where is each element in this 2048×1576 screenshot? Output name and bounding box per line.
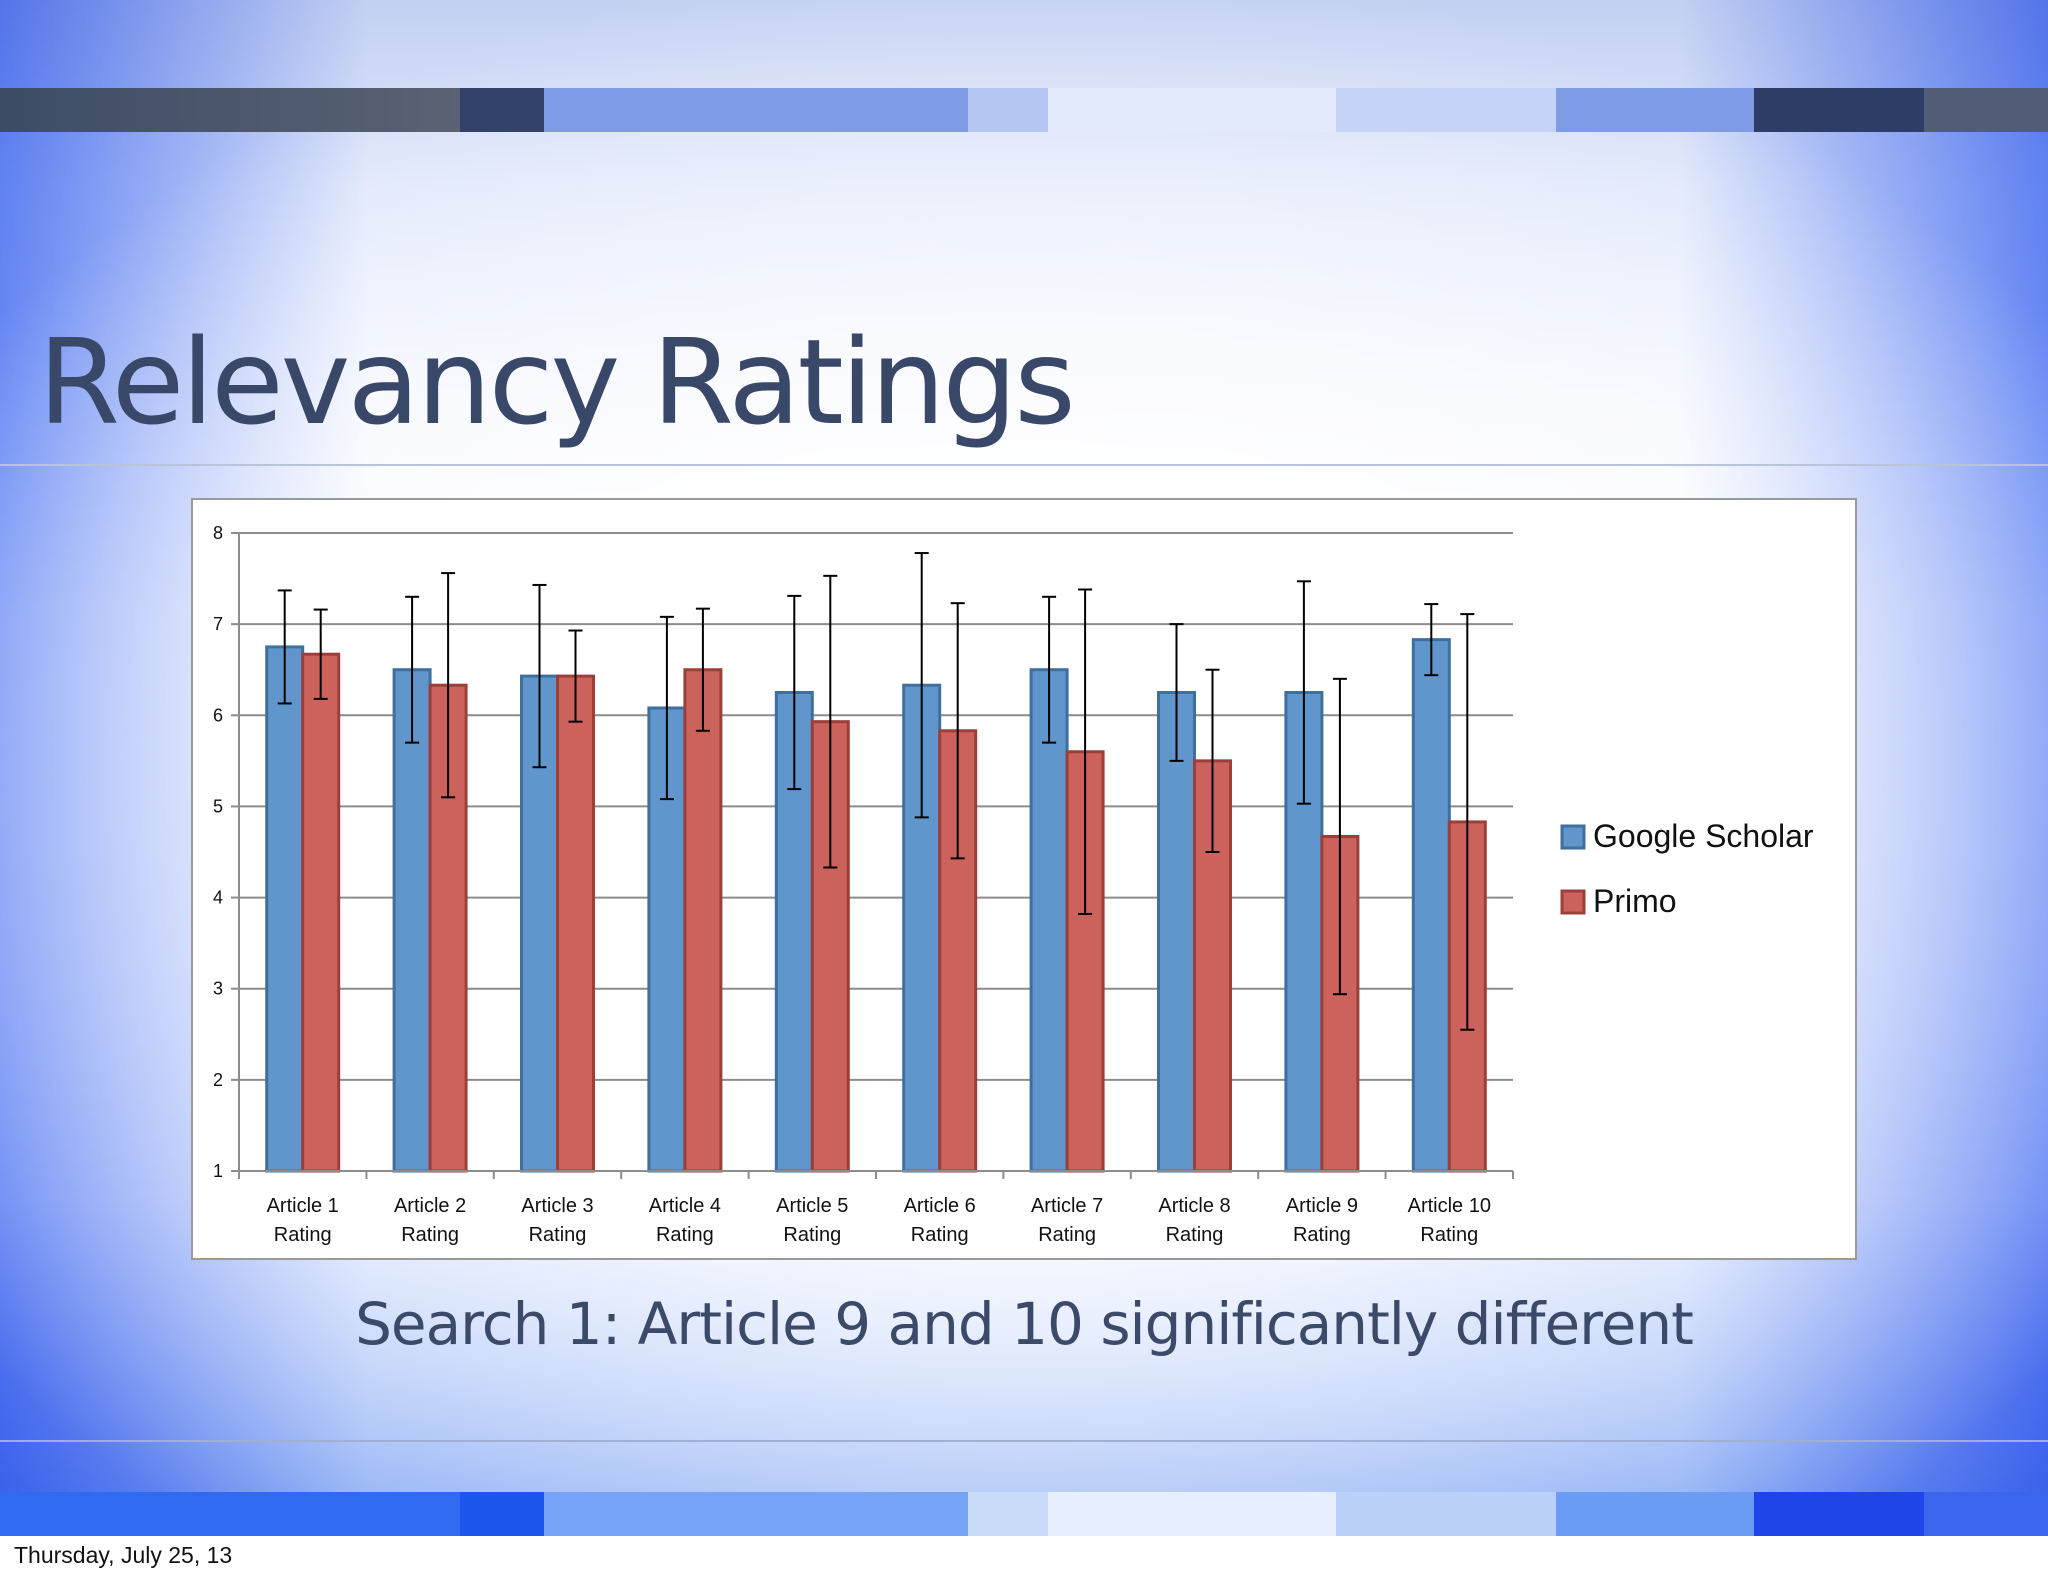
legend-label: Primo (1593, 883, 1677, 919)
y-tick-label: 3 (213, 979, 223, 999)
chart-canvas: 1 2 3 4 5 6 7 8 Article 1 Rating Article 2 Rating Ar… (213, 523, 1814, 1246)
x-tick-label: Article 1 (267, 1195, 339, 1217)
footer-date: Thursday, July 25, 13 (14, 1542, 233, 1568)
y-tick-label: 4 (213, 888, 223, 908)
bar-google-scholar (1029, 668, 1069, 1173)
x-tick-label: Rating (1293, 1224, 1351, 1246)
header-color-band (0, 88, 2048, 132)
bar-primo (301, 652, 341, 1173)
x-tick-label: Rating (529, 1224, 587, 1246)
x-tick-label: Rating (1166, 1224, 1224, 1246)
chart-legend: Google Scholar Primo (1560, 818, 1814, 919)
x-tick-label: Rating (783, 1224, 841, 1246)
bar-google-scholar (1411, 638, 1451, 1173)
chart-error-bars (277, 552, 1475, 1031)
x-tick-label: Article 8 (1158, 1195, 1230, 1217)
bar-google-scholar (392, 668, 432, 1173)
y-tick-label: 7 (213, 614, 223, 634)
bar-chart: 1 2 3 4 5 6 7 8 Article 1 Rating Article 2 Rating Ar… (191, 498, 1857, 1260)
x-tick-label: Rating (911, 1224, 969, 1246)
legend-label: Google Scholar (1593, 818, 1814, 854)
slide-subtitle: Search 1: Article 9 and 10 significantly… (355, 1290, 1694, 1358)
x-tick-label: Article 5 (776, 1195, 848, 1217)
x-tick-label: Article 10 (1408, 1195, 1491, 1217)
y-tick-label: 6 (213, 705, 223, 725)
footer-color-band (0, 1492, 2048, 1536)
y-tick-label: 2 (213, 1070, 223, 1090)
chart-axes: 1 2 3 4 5 6 7 8 Article 1 Rating Article 2 Rating Ar… (213, 523, 1514, 1246)
x-tick-label: Article 6 (904, 1195, 976, 1217)
x-tick-label: Article 7 (1031, 1195, 1103, 1217)
x-tick-label: Rating (401, 1224, 459, 1246)
x-tick-label: Rating (274, 1224, 332, 1246)
bar-primo (938, 729, 978, 1173)
x-tick-label: Rating (1420, 1224, 1478, 1246)
title-divider (0, 464, 2048, 466)
legend-swatch (1560, 889, 1586, 915)
chart-bars (265, 638, 1487, 1173)
y-tick-label: 1 (213, 1161, 223, 1181)
bar-google-scholar (1157, 691, 1196, 1173)
x-tick-label: Article 3 (521, 1195, 593, 1217)
bar-google-scholar (265, 645, 305, 1173)
x-tick-label: Rating (656, 1224, 714, 1246)
x-tick-label: Article 2 (394, 1195, 466, 1217)
y-tick-label: 5 (213, 796, 223, 816)
bar-primo (556, 674, 595, 1173)
bar-primo (683, 668, 723, 1173)
x-tick-label: Article 9 (1286, 1195, 1358, 1217)
footer-divider (0, 1440, 2048, 1442)
legend-swatch (1560, 824, 1586, 850)
slide: Relevancy Ratings 1 2 3 4 5 6 7 8 Article 1 Ratin… (0, 0, 2048, 1536)
slide-title: Relevancy Ratings (38, 313, 1076, 451)
x-tick-label: Rating (1038, 1224, 1096, 1246)
x-tick-label: Article 4 (649, 1195, 721, 1217)
y-tick-label: 8 (213, 523, 223, 543)
